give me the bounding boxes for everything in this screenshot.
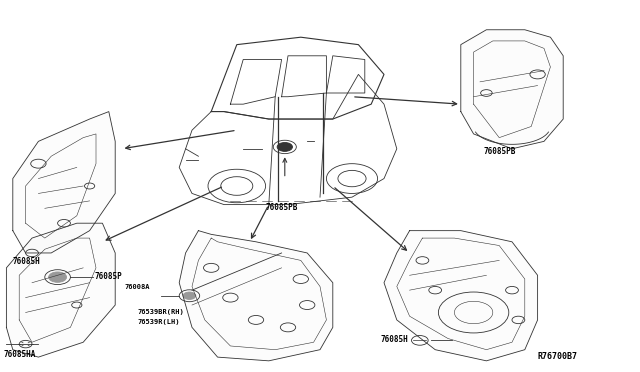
Text: 76085H: 76085H [381, 335, 408, 344]
Circle shape [183, 292, 196, 299]
Text: 76539R(LH): 76539R(LH) [138, 319, 180, 325]
Circle shape [277, 142, 292, 151]
Polygon shape [6, 223, 115, 357]
Text: R76700B7: R76700B7 [538, 352, 578, 361]
Text: 76085HA: 76085HA [3, 350, 36, 359]
Text: 76085PB: 76085PB [483, 147, 516, 156]
Circle shape [49, 272, 67, 282]
Polygon shape [179, 231, 333, 361]
Text: 76085PB: 76085PB [266, 203, 298, 212]
Text: 76008A: 76008A [125, 284, 150, 290]
Text: 76085H: 76085H [13, 257, 40, 266]
Text: 76085P: 76085P [95, 272, 122, 281]
Polygon shape [461, 30, 563, 149]
Polygon shape [13, 112, 115, 253]
Polygon shape [384, 231, 538, 361]
Text: 76539BR(RH): 76539BR(RH) [138, 309, 184, 315]
